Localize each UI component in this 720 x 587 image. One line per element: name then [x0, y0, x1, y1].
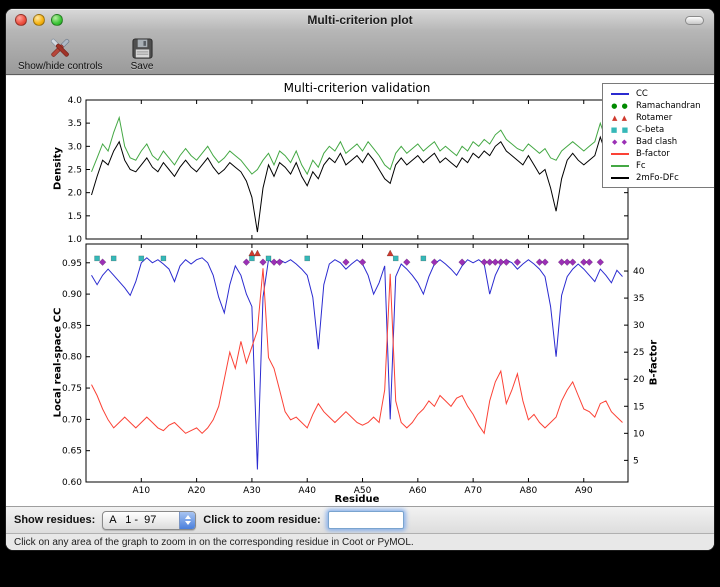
svg-text:0.85: 0.85 — [62, 321, 82, 331]
legend-circle-markers-icon: ● ● — [611, 102, 629, 110]
legend-line-swatch — [608, 177, 632, 179]
svg-text:20: 20 — [633, 375, 645, 385]
figure-title: Multi-criterion validation — [283, 81, 431, 95]
svg-text:25: 25 — [633, 348, 644, 358]
titlebar: Multi-criterion plot — [6, 9, 714, 31]
svg-text:30: 30 — [633, 321, 645, 331]
figure-area: 1.0 1.5 2.0 2.5 3.0 3.5 4.0 0.60 0.65 0.70 0.75 0.8… — [6, 76, 715, 506]
legend-label: B-factor — [636, 149, 670, 159]
legend-item: CC — [608, 88, 710, 100]
legend-label: CC — [636, 89, 648, 99]
legend-diamond-markers-icon: ◆ ◆ — [612, 138, 628, 146]
legend-square-markers-icon: ■ ■ — [610, 126, 630, 134]
svg-text:A40: A40 — [298, 486, 316, 496]
bfactor-axis-label: B-factor — [648, 339, 660, 386]
svg-text:0.60: 0.60 — [62, 478, 82, 488]
controls-bar: Show residues: A 1 - 97 Click to zoom re… — [6, 506, 714, 533]
svg-text:A60: A60 — [409, 486, 427, 496]
show-hide-controls-button[interactable]: Show/hide controls — [14, 30, 107, 72]
svg-text:3.5: 3.5 — [68, 119, 82, 129]
residue-axis-label: Residue — [334, 494, 380, 505]
save-icon — [131, 35, 154, 61]
residue-range-dropdown[interactable]: A 1 - 97 — [102, 510, 197, 530]
legend-item: ● ● Ramachandran — [608, 100, 710, 112]
legend-label: Bad clash — [636, 137, 678, 147]
zoom-window-button[interactable] — [51, 14, 63, 26]
svg-text:0.95: 0.95 — [62, 259, 82, 269]
svg-text:0.75: 0.75 — [62, 384, 82, 394]
zoom-residue-label: Click to zoom residue: — [203, 514, 321, 526]
show-residues-label: Show residues: — [14, 514, 96, 526]
svg-text:A80: A80 — [520, 486, 538, 496]
svg-text:A20: A20 — [188, 486, 206, 496]
dropdown-stepper-icon — [179, 511, 196, 529]
legend-triangle-markers-icon: ▲ ▲ — [612, 114, 628, 122]
close-button[interactable] — [15, 14, 27, 26]
svg-text:A50: A50 — [354, 486, 372, 496]
svg-text:5: 5 — [633, 456, 639, 466]
legend-line-swatch — [608, 165, 632, 167]
legend-line-swatch — [608, 93, 632, 95]
minimize-button[interactable] — [33, 14, 45, 26]
svg-text:0.80: 0.80 — [62, 353, 82, 363]
legend-item: B-factor — [608, 148, 710, 160]
legend-label: C-beta — [636, 125, 665, 135]
legend-label: 2mFo-DFc — [636, 173, 679, 183]
svg-text:0.65: 0.65 — [62, 447, 82, 457]
svg-text:A70: A70 — [464, 486, 482, 496]
svg-text:A30: A30 — [243, 486, 261, 496]
toolbar: Show/hide controls Save — [6, 31, 714, 75]
svg-text:1.0: 1.0 — [68, 235, 83, 245]
density-axis-label: Density — [52, 147, 64, 190]
legend-item: ◆ ◆ Bad clash — [608, 136, 710, 148]
legend-label: Fc — [636, 161, 646, 171]
toolbar-button-label: Save — [130, 61, 154, 72]
traffic-lights — [15, 14, 63, 26]
svg-text:3.0: 3.0 — [68, 142, 83, 152]
multi-criterion-plot[interactable]: 1.0 1.5 2.0 2.5 3.0 3.5 4.0 0.60 0.65 0.70 0.75 0.8… — [6, 76, 715, 506]
svg-text:4.0: 4.0 — [68, 96, 83, 106]
svg-text:10: 10 — [633, 429, 645, 439]
legend-item: ■ ■ C-beta — [608, 124, 710, 136]
svg-text:35: 35 — [633, 294, 644, 304]
crossed-tools-icon — [47, 35, 73, 61]
status-text: Click on any area of the graph to zoom i… — [14, 537, 414, 548]
svg-text:1.5: 1.5 — [68, 212, 82, 222]
legend-item: Fc — [608, 160, 710, 172]
svg-text:0.90: 0.90 — [62, 290, 82, 300]
cc-axis-label: Local real-space CC — [52, 307, 64, 418]
zoom-residue-input[interactable] — [327, 511, 404, 529]
toolbar-button-label: Show/hide controls — [18, 61, 103, 72]
legend-item: ▲ ▲ Rotamer — [608, 112, 710, 124]
toolbar-toggle-pill[interactable] — [685, 16, 704, 25]
svg-text:A90: A90 — [575, 486, 593, 496]
legend-item: 2mFo-DFc — [608, 172, 710, 184]
residue-range-value: A 1 - 97 — [109, 513, 157, 526]
svg-text:0.70: 0.70 — [62, 415, 82, 425]
legend-label: Rotamer — [636, 113, 673, 123]
legend-label: Ramachandran — [636, 101, 701, 111]
window-title: Multi-criterion plot — [307, 13, 413, 27]
save-button[interactable]: Save — [127, 30, 158, 72]
svg-text:40: 40 — [633, 267, 645, 277]
svg-text:A10: A10 — [133, 486, 151, 496]
legend-line-swatch — [608, 153, 632, 155]
svg-text:15: 15 — [633, 402, 644, 412]
svg-text:2.0: 2.0 — [68, 189, 83, 199]
legend: CC ● ● Ramachandran ▲ ▲ Rotamer ■ ■ C-beta ◆ ◆ B… — [602, 83, 714, 188]
window: Multi-criterion plot Show/hide controls — [5, 8, 715, 551]
svg-text:2.5: 2.5 — [68, 166, 82, 176]
status-bar: Click on any area of the graph to zoom i… — [6, 533, 714, 550]
